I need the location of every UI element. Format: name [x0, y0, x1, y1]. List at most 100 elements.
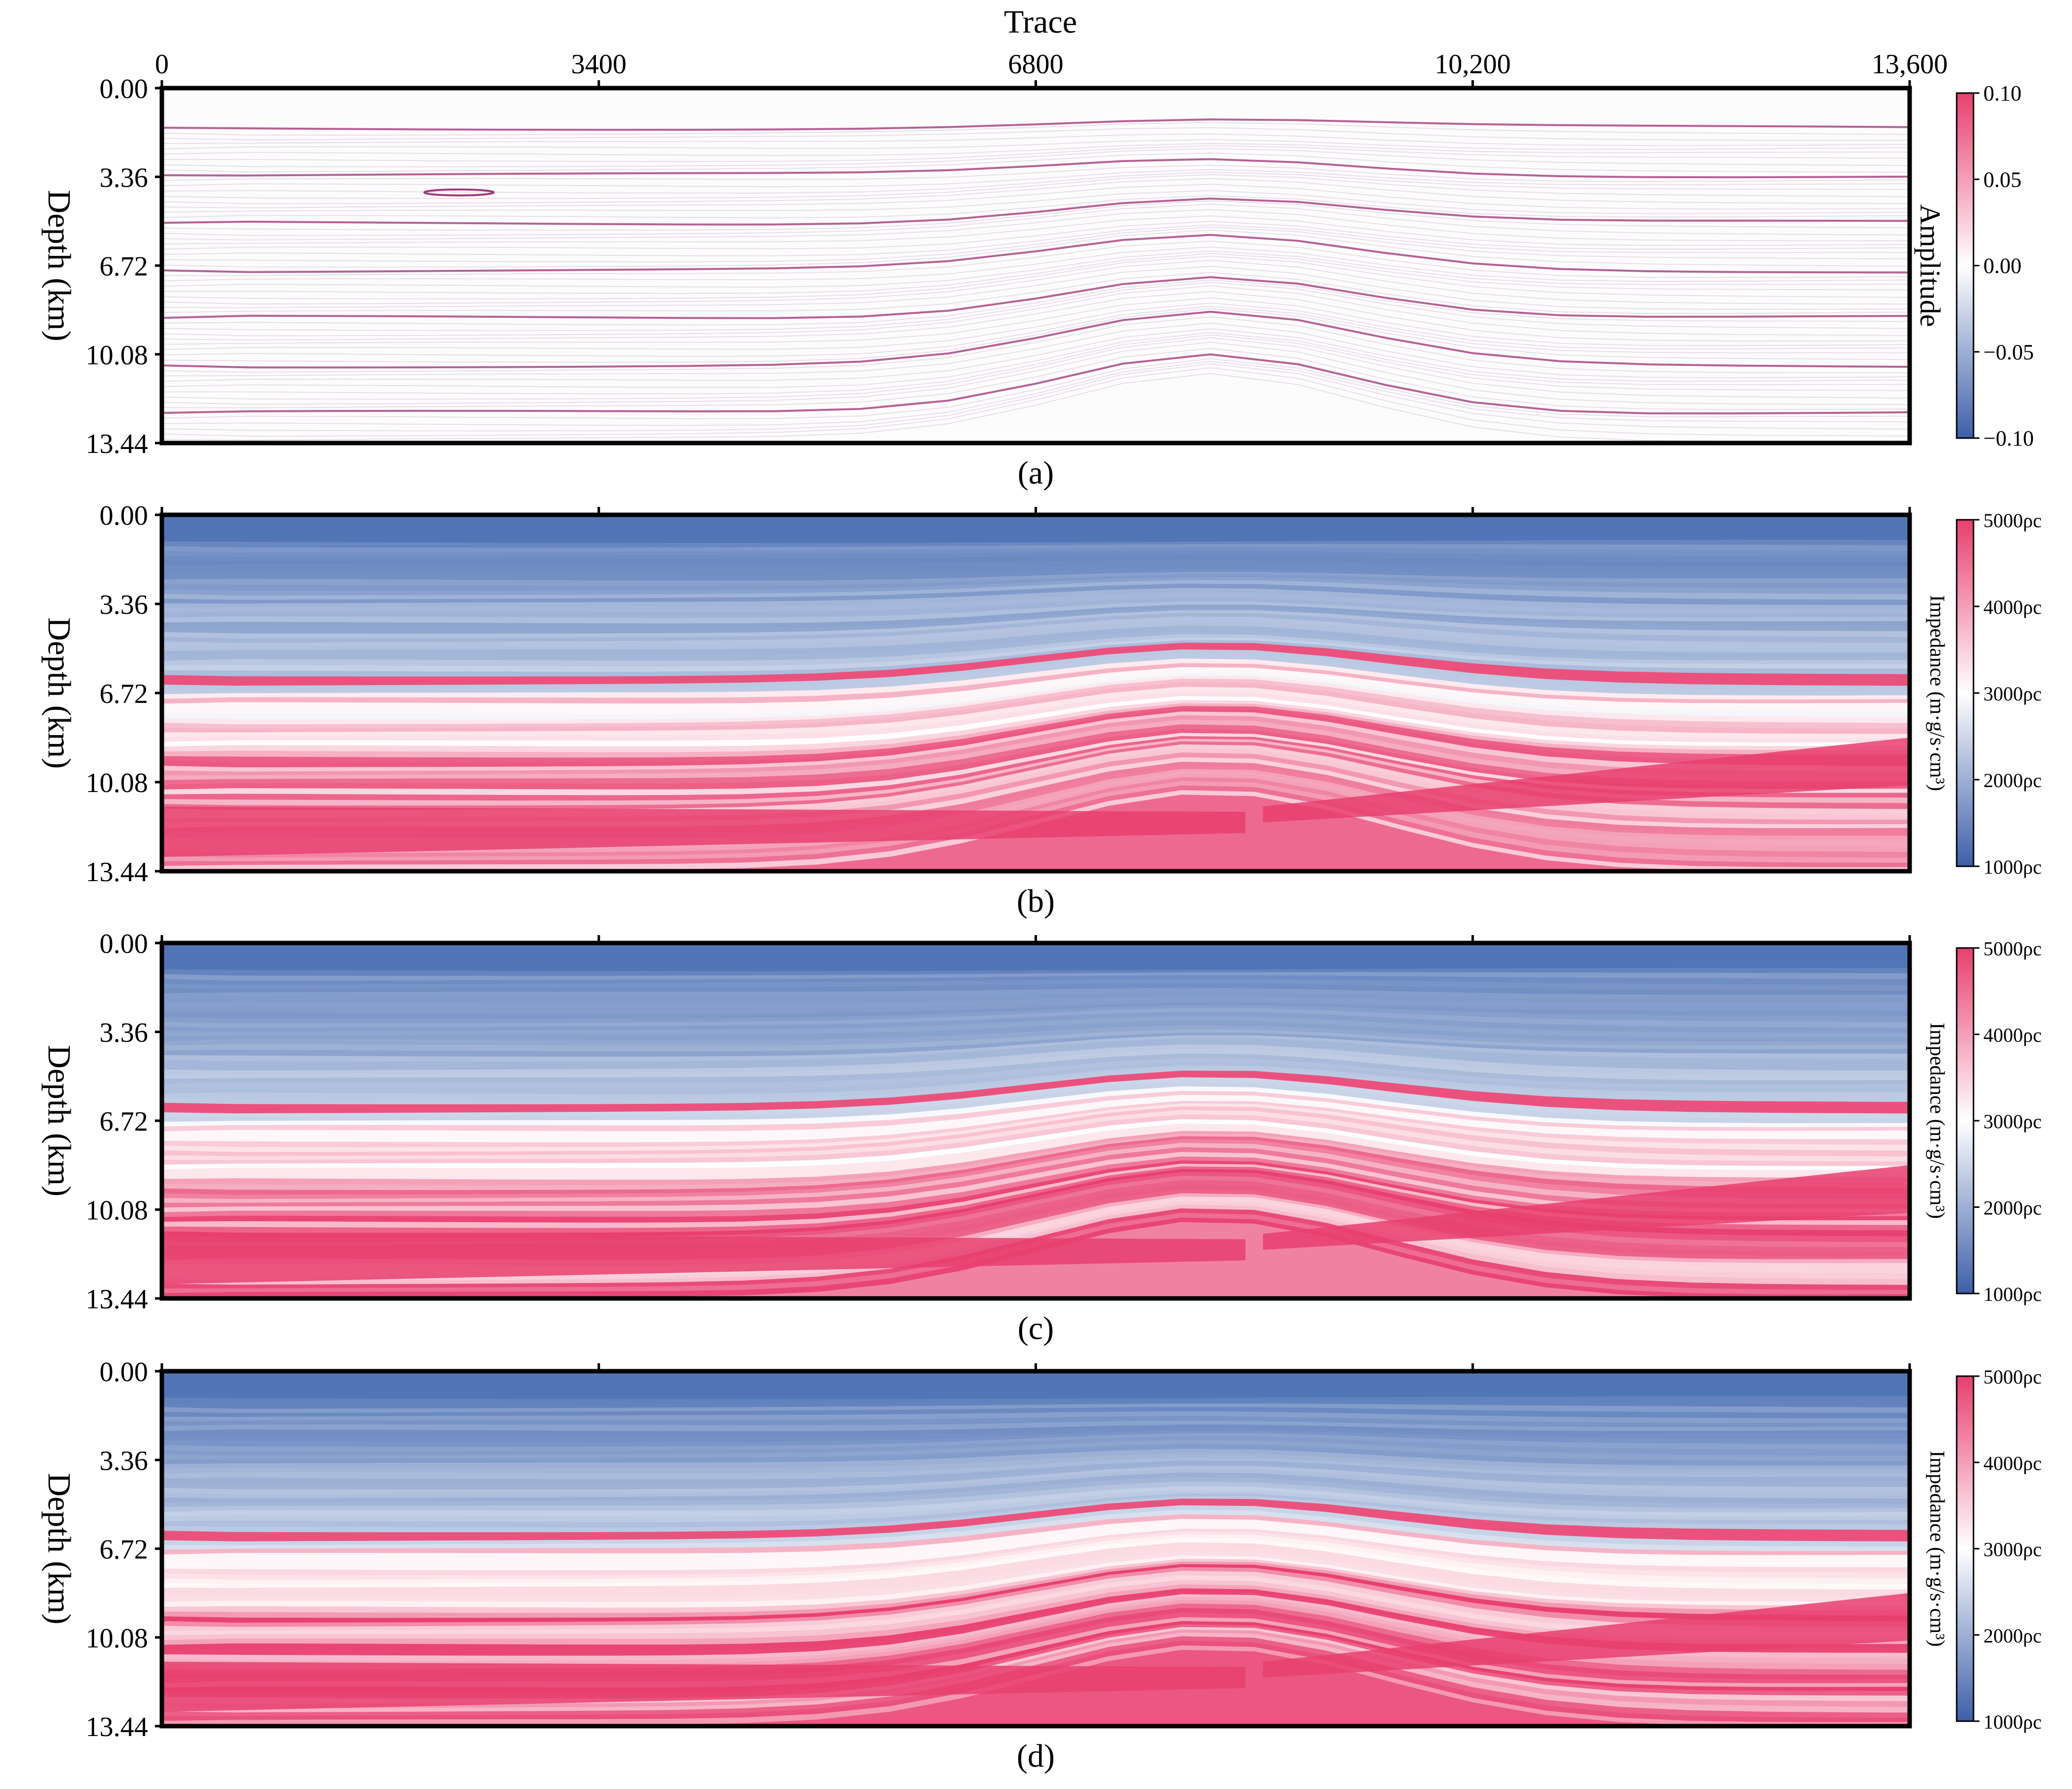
reflector-line	[162, 310, 1910, 369]
colorbar-label: Impedance (m·g/s·cm³)	[1925, 595, 1948, 791]
reflector-line	[162, 259, 1910, 305]
x-tick-label: 3400	[571, 49, 627, 80]
colorbar	[1956, 92, 1974, 439]
heatmap-area	[162, 943, 1910, 1298]
colorbar	[1956, 1375, 1974, 1722]
colorbar-tick-label: 1000ρc	[1983, 1711, 2042, 1733]
y-tick-label: 0.00	[99, 1357, 148, 1388]
reflector-line	[162, 302, 1910, 350]
y-tick-label: 10.08	[86, 1623, 148, 1654]
high-impedance-block	[162, 1234, 1246, 1285]
panel-b: 0.00 3.36 6.72 10.08 13.44 Depth (km) (b) 5000ρ…	[41, 500, 2042, 919]
panel-label: (a)	[1018, 455, 1054, 491]
colorbar	[1956, 519, 1974, 867]
reflector-line	[162, 118, 1910, 131]
y-tick-label: 10.08	[86, 1195, 148, 1226]
reflector-line	[162, 178, 1910, 204]
reflector-line	[162, 348, 1910, 410]
high-impedance-block	[162, 806, 1246, 857]
reflector-line	[162, 221, 1910, 250]
reflector-line	[162, 122, 1910, 136]
reflector-line	[162, 285, 1910, 337]
reflector-line	[162, 145, 1910, 162]
reflector-line	[162, 322, 1910, 378]
reflector-line	[162, 253, 1910, 294]
high-impedance-block	[162, 1661, 1246, 1712]
x-tick-label: 10,200	[1434, 49, 1511, 80]
y-tick-label: 3.36	[99, 590, 148, 620]
colorbar	[1956, 947, 1974, 1294]
high-impedance-wedge	[1263, 738, 1910, 823]
heatmap-area	[162, 515, 1910, 871]
colorbar-tick-label: 3000ρc	[1983, 683, 2042, 705]
y-tick-label: 3.36	[99, 1445, 148, 1476]
colorbar-label: Impedance (m·g/s·cm³)	[1925, 1023, 1948, 1219]
reflector-line	[162, 234, 1910, 274]
y-tick-label: 10.08	[86, 768, 148, 798]
x-tick-label: 6800	[1008, 49, 1064, 80]
reflector-line	[162, 282, 1910, 331]
panel-c: 0.00 3.36 6.72 10.08 13.44 Depth (km) (c) 5000ρ…	[41, 929, 2042, 1346]
y-tick-label: 10.08	[86, 340, 148, 371]
reflector-line	[162, 215, 1910, 246]
reflector-line	[162, 203, 1910, 236]
reflector-line	[162, 209, 1910, 242]
panel-label: (b)	[1017, 883, 1055, 919]
reflector-line	[162, 139, 1910, 150]
y-tick-label: 0.00	[99, 500, 148, 531]
colorbar-tick-label: 0.00	[1983, 254, 2022, 278]
reflector-line	[162, 246, 1910, 282]
colorbar-tick-label: 4000ρc	[1983, 1452, 2042, 1474]
colorbar-label: Amplitude	[1914, 204, 1946, 327]
high-impedance-wedge	[1263, 1593, 1910, 1678]
reflector-line	[162, 279, 1910, 326]
panel-label: (c)	[1018, 1310, 1054, 1346]
reflector-line	[162, 373, 1910, 442]
colorbar-tick-label: 1000ρc	[1983, 1283, 2042, 1305]
reflector-line	[162, 224, 1910, 256]
colorbar-tick-label: 1000ρc	[1983, 856, 2042, 878]
colorbar-tick-label: 5000ρc	[1983, 938, 2042, 960]
reflector-line	[162, 367, 1910, 437]
reflector-line	[162, 148, 1910, 167]
reflector-line	[162, 184, 1910, 210]
reflector-line	[162, 337, 1910, 400]
heatmap-area	[162, 1371, 1910, 1726]
y-tick-label: 6.72	[99, 1535, 148, 1565]
colorbar-label: Impedance (m·g/s·cm³)	[1925, 1450, 1948, 1646]
reflector-line	[162, 358, 1910, 419]
reflector-line	[162, 200, 1910, 231]
y-tick-label: 13.44	[86, 429, 148, 459]
high-impedance-wedge	[1263, 1165, 1910, 1250]
colorbar-tick-label: 4000ρc	[1983, 596, 2042, 618]
reflector-line	[162, 308, 1910, 363]
reflector-line	[162, 334, 1910, 395]
y-tick-label: 13.44	[86, 1712, 148, 1742]
colorbar-tick-label: 3000ρc	[1983, 1539, 2042, 1561]
y-tick-label: 3.36	[99, 1018, 148, 1048]
y-tick-label: 6.72	[99, 251, 148, 282]
reflector-line	[162, 190, 1910, 214]
y-tick-label: 13.44	[86, 1284, 148, 1315]
x-tick-label: 0	[155, 49, 169, 80]
y-tick-label: 0.00	[99, 74, 148, 104]
colorbar-tick-label: 2000ρc	[1983, 1625, 2042, 1647]
colorbar-tick-label: −0.10	[1983, 426, 2034, 450]
reflector-line	[162, 363, 1910, 432]
reflector-line	[162, 127, 1910, 141]
reflector-line	[162, 328, 1910, 382]
reflector-line	[162, 266, 1910, 310]
reflector-line	[162, 174, 1910, 199]
reflector-line	[162, 291, 1910, 342]
reflector-line	[162, 169, 1910, 188]
reflector-line	[162, 305, 1910, 357]
colorbar-tick-label: 0.05	[1983, 167, 2022, 192]
panel-d: 0.00 3.36 6.72 10.08 13.44 Depth (km) (d) 5000ρ…	[41, 1357, 2042, 1774]
reflector-line	[162, 360, 1910, 426]
y-axis-label: Depth (km)	[41, 190, 77, 341]
reflector-line	[162, 342, 1910, 405]
colorbar-tick-label: 5000ρc	[1983, 509, 2042, 532]
reflector-line	[162, 143, 1910, 156]
y-axis-label: Depth (km)	[41, 1473, 77, 1624]
reflector-line	[162, 276, 1910, 319]
